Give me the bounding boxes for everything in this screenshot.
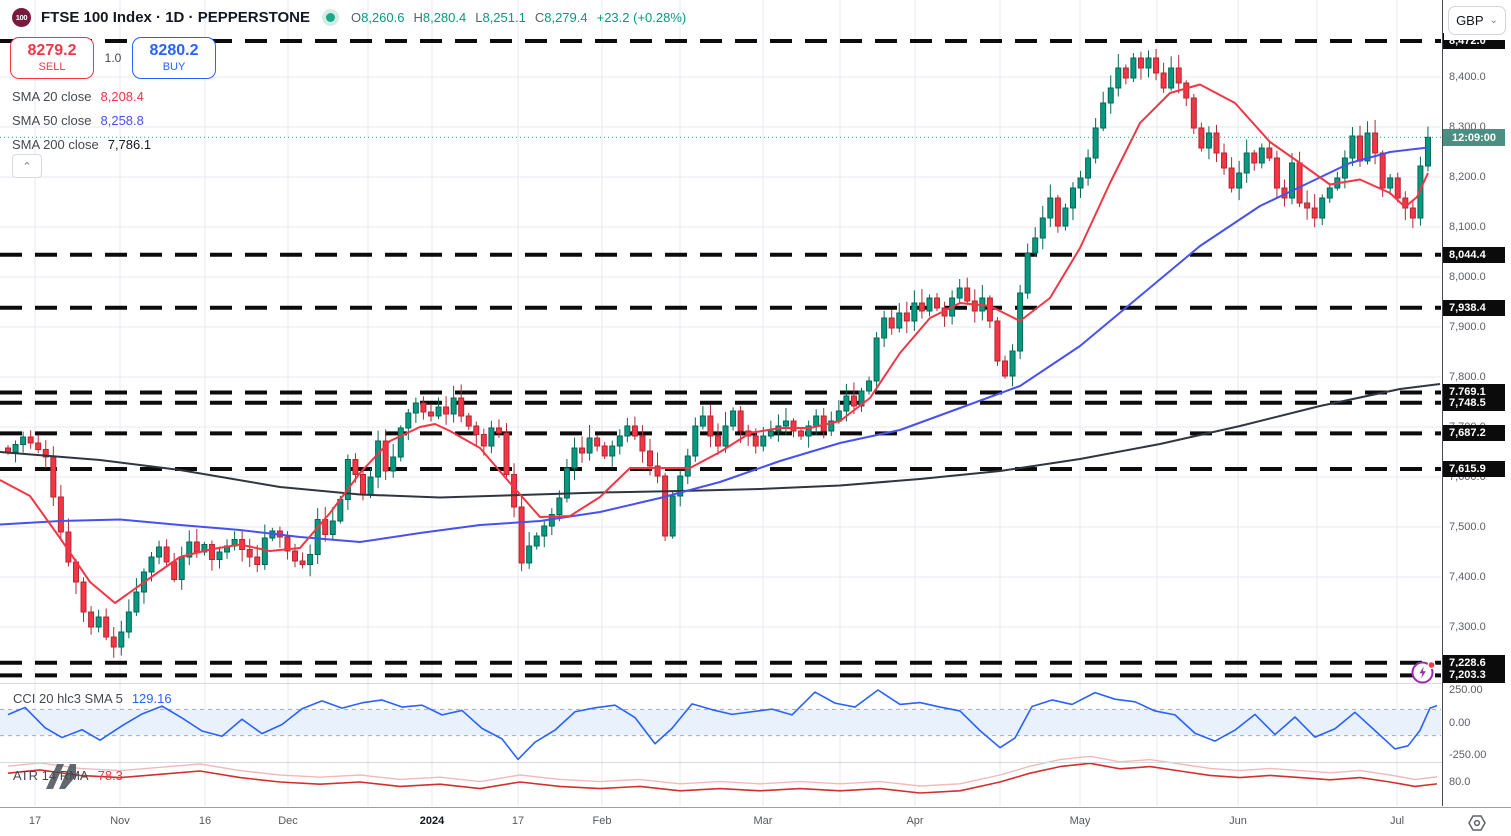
price-tick-label: 7,900.0 xyxy=(1449,321,1486,333)
time-tick-label: 2024 xyxy=(419,815,445,827)
level-price-label: 7,748.5 xyxy=(1443,394,1505,411)
cci-indicator-label[interactable]: CCI 20 hlc3 SMA 5 129.16 xyxy=(13,691,172,706)
price-tick-label: 8,100.0 xyxy=(1449,221,1486,233)
axis-corner xyxy=(1442,807,1511,836)
notification-dot xyxy=(1427,660,1436,670)
price-levels xyxy=(0,39,1441,678)
currency-button[interactable]: GBP ⌄ xyxy=(1448,6,1506,35)
sma200-line xyxy=(0,383,1441,499)
atr-indicator-label[interactable]: ATR 14 RMA 78.3 xyxy=(13,768,123,783)
price-tick-label: 7,300.0 xyxy=(1449,621,1486,633)
level-price-label: 7,615.9 xyxy=(1443,461,1505,478)
legend-row[interactable]: SMA 20 close 8,208.4 xyxy=(12,88,144,104)
candlestick-series xyxy=(5,49,1431,658)
sell-price: 8279.2 xyxy=(27,42,77,60)
price-axis[interactable]: 8,400.0 8,300.0 8,200.0 8,100.0 8,000.0 7,900… xyxy=(1442,0,1511,806)
price-tick-label: 7,800.0 xyxy=(1449,371,1486,383)
time-tick-label: 17 xyxy=(511,815,525,827)
time-tick-label: 17 xyxy=(28,815,42,827)
level-price-label: 7,228.6 xyxy=(1443,654,1505,671)
ohlc-segment: C8,279.4 xyxy=(534,9,588,25)
collapse-legend-button[interactable]: ⌃ xyxy=(12,154,42,178)
spread-value: 1.0 xyxy=(104,51,122,65)
indicator-legend: SMA 20 close 8,208.4 SMA 50 close 8,258.8 SM… xyxy=(12,84,151,156)
price-tick-label: 7,400.0 xyxy=(1449,571,1486,583)
ohlc-segment: H8,280.4 xyxy=(413,9,467,25)
level-price-label: 7,203.3 xyxy=(1443,667,1505,684)
price-tick-label: 7,500.0 xyxy=(1449,521,1486,533)
atr-value: 78.3 xyxy=(97,768,123,783)
time-axis[interactable]: 17 Nov 16 Dec 2024 17 Feb Mar Apr May Jun Jul xyxy=(0,807,1442,836)
sell-label: SELL xyxy=(38,60,66,73)
atr-name: ATR 14 RMA xyxy=(13,768,89,783)
legend-row[interactable]: SMA 200 close 7,786.1 xyxy=(12,136,152,152)
time-tick-label: Nov xyxy=(110,815,130,827)
lightning-icon[interactable] xyxy=(1410,659,1437,686)
symbol-title[interactable]: FTSE 100 Index · 1D · PEPPERSTONE xyxy=(41,8,310,26)
ohlc-segment: L8,251.1 xyxy=(475,9,526,25)
ohlc-values: O8,260.6 H8,280.4 L8,251.1 C8,279.4 +23.2 (+… xyxy=(351,10,686,25)
order-panel: 8279.2 SELL 1.0 8280.2 BUY xyxy=(10,37,216,79)
chart-legend-header: 100 FTSE 100 Index · 1D · PEPPERSTONE O8… xyxy=(12,7,686,27)
instrument-logo: 100 xyxy=(12,7,31,27)
cci-name: CCI 20 hlc3 SMA 5 xyxy=(13,691,123,706)
sma20-line xyxy=(0,83,1429,604)
cci-value: 129.16 xyxy=(131,691,172,706)
time-tick-label: 16 xyxy=(198,815,212,827)
buy-label: BUY xyxy=(162,60,186,73)
price-tick-label: 8,200.0 xyxy=(1449,171,1486,183)
cci-pane xyxy=(0,708,1441,737)
time-tick-label: May xyxy=(1069,815,1091,827)
ohlc-segment: O8,260.6 xyxy=(350,9,405,25)
time-tick-label: Mar xyxy=(753,815,773,827)
level-price-label: 8,044.4 xyxy=(1443,246,1505,263)
market-status-icon xyxy=(325,12,335,22)
price-tick-label: 250.00 xyxy=(1449,683,1483,696)
legend-row[interactable]: SMA 50 close 8,258.8 xyxy=(12,112,144,128)
time-tick-label: Jul xyxy=(1389,815,1405,827)
buy-button[interactable]: 8280.2 BUY xyxy=(132,37,216,79)
cci-line xyxy=(7,689,1438,761)
chevron-up-icon: ⌃ xyxy=(22,160,32,173)
time-tick-label: Feb xyxy=(592,815,612,827)
ohlc-segment: +23.2 (+0.28%) xyxy=(596,9,687,25)
chevron-down-icon: ⌄ xyxy=(1489,15,1498,26)
bar-countdown-label: 12:09:00 xyxy=(1443,129,1505,146)
price-tick-label: 0.00 xyxy=(1449,716,1471,729)
hexagon-settings-icon[interactable] xyxy=(1465,811,1489,835)
atr-secondary-line xyxy=(7,755,1438,787)
watermark xyxy=(46,764,76,789)
sell-button[interactable]: 8279.2 SELL xyxy=(10,37,94,79)
atr-line xyxy=(7,762,1438,794)
buy-price: 8280.2 xyxy=(149,42,199,60)
level-price-label: 7,687.2 xyxy=(1443,425,1505,442)
currency-label: GBP xyxy=(1456,13,1484,28)
level-price-label: 7,938.4 xyxy=(1443,299,1505,316)
time-tick-label: Dec xyxy=(278,815,298,827)
price-tick-label: 8,400.0 xyxy=(1449,71,1486,83)
time-tick-label: Apr xyxy=(906,815,924,827)
price-tick-label: 8,000.0 xyxy=(1449,271,1486,283)
sma50-line xyxy=(0,146,1429,543)
time-tick-label: Jun xyxy=(1229,815,1247,827)
price-tick-label: 80.0 xyxy=(1449,776,1471,788)
price-tick-label: -250.00 xyxy=(1449,749,1487,762)
